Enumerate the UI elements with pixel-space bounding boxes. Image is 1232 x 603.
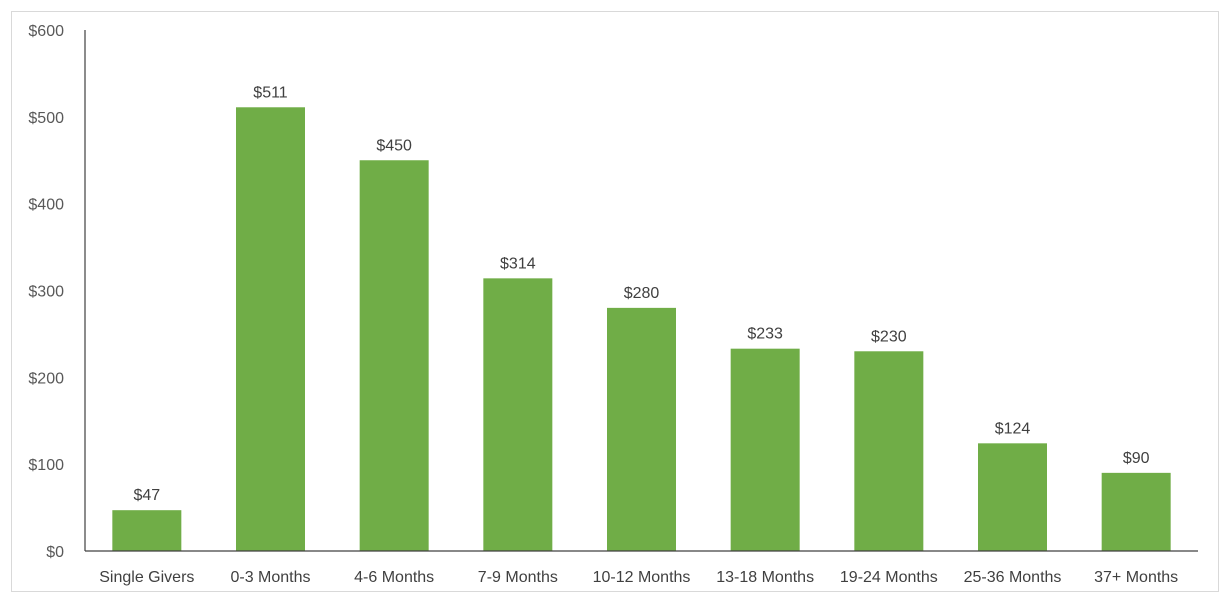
- bars: [112, 107, 1171, 551]
- data-label: $90: [1123, 450, 1150, 467]
- bar: [359, 160, 429, 551]
- y-tick-label: $0: [46, 544, 64, 561]
- x-tick-label: 7-9 Months: [478, 569, 558, 586]
- y-tick-label: $200: [28, 370, 64, 387]
- x-tick-label: 37+ Months: [1094, 569, 1178, 586]
- data-label: $233: [747, 326, 783, 343]
- x-axis-labels: Single Givers 0-3 Months 4-6 Months 7-9 Mon…: [99, 569, 1178, 586]
- data-label: $124: [995, 420, 1031, 437]
- data-label: $280: [624, 285, 660, 302]
- bar: [483, 278, 553, 551]
- x-tick-label: 13-18 Months: [716, 569, 814, 586]
- y-axis-ticks: $0 $100 $200 $300 $400 $500 $600: [28, 23, 64, 561]
- y-tick-label: $500: [28, 110, 64, 127]
- data-labels: $47 $511 $450 $314 $280 $233 $230 $124 $90: [133, 84, 1149, 504]
- x-tick-label: 0-3 Months: [230, 569, 310, 586]
- data-label: $450: [376, 137, 412, 154]
- y-tick-label: $300: [28, 284, 64, 301]
- x-tick-label: 19-24 Months: [840, 569, 938, 586]
- x-tick-label: 10-12 Months: [593, 569, 691, 586]
- data-label: $314: [500, 255, 536, 272]
- x-tick-label: 25-36 Months: [964, 569, 1062, 586]
- y-tick-label: $400: [28, 197, 64, 214]
- x-tick-label: Single Givers: [99, 569, 194, 586]
- bar: [112, 510, 182, 551]
- y-tick-label: $600: [28, 23, 64, 40]
- bar: [854, 351, 924, 551]
- bar: [607, 307, 676, 551]
- x-tick-label: 4-6 Months: [354, 569, 434, 586]
- data-label: $511: [253, 84, 288, 101]
- bar: [1101, 472, 1171, 551]
- bar: [236, 107, 305, 551]
- bar: [730, 348, 800, 551]
- y-tick-label: $100: [28, 457, 64, 474]
- bar: [978, 443, 1047, 551]
- data-label: $47: [133, 487, 160, 504]
- data-label: $230: [871, 328, 907, 345]
